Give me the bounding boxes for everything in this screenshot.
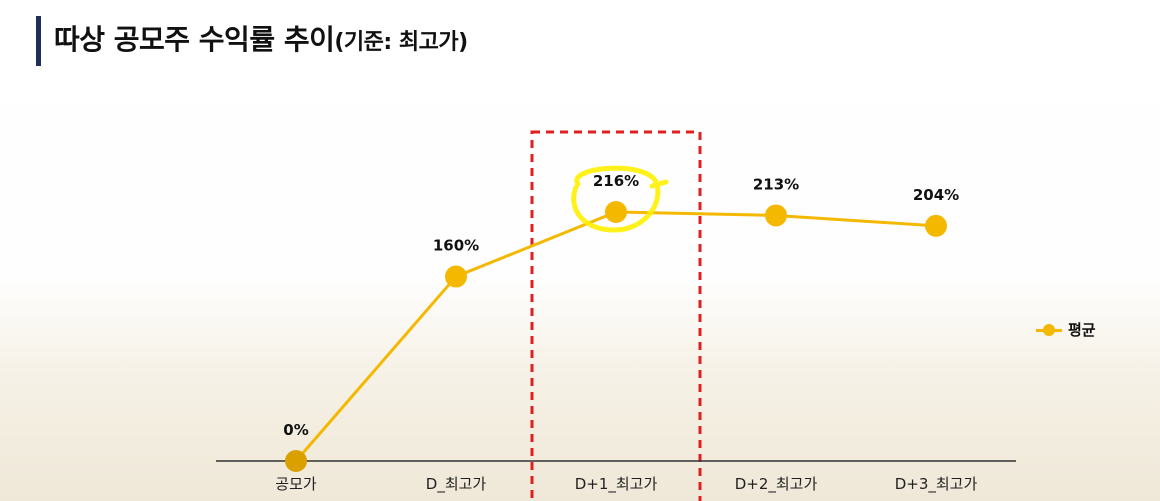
category-label-2: D+1_최고가 xyxy=(575,475,658,494)
chart-title-main: 따상 공모주 수익률 추이 xyxy=(54,23,335,56)
legend-label: 평균 xyxy=(1068,321,1096,339)
data-point-0 xyxy=(285,450,307,472)
category-label-1: D_최고가 xyxy=(426,475,487,494)
category-label-0: 공모가 xyxy=(275,475,317,493)
chart-title-sub: (기준: 최고가) xyxy=(334,30,468,55)
data-point-4 xyxy=(925,214,947,237)
category-label-4: D+3_최고가 xyxy=(895,475,978,494)
series-line xyxy=(294,210,937,462)
legend-swatch xyxy=(1036,323,1062,337)
highlight-box xyxy=(530,130,702,501)
peak-highlight-circle xyxy=(571,165,669,233)
data-point-3 xyxy=(765,204,787,227)
data-point-2 xyxy=(605,201,627,223)
data-point-1 xyxy=(445,265,467,288)
title-accent-bar xyxy=(36,16,41,66)
legend: 평균 xyxy=(1036,319,1096,340)
category-label-3: D+2_최고가 xyxy=(735,475,818,494)
chart-title: 따상 공모주 수익률 추이(기준: 최고가) xyxy=(54,18,468,58)
data-label-4: 204% xyxy=(913,186,959,204)
data-label-3: 213% xyxy=(753,175,799,193)
data-label-2: 216% xyxy=(593,172,639,190)
data-label-0: 0% xyxy=(283,421,308,439)
data-label-1: 160% xyxy=(433,237,479,255)
